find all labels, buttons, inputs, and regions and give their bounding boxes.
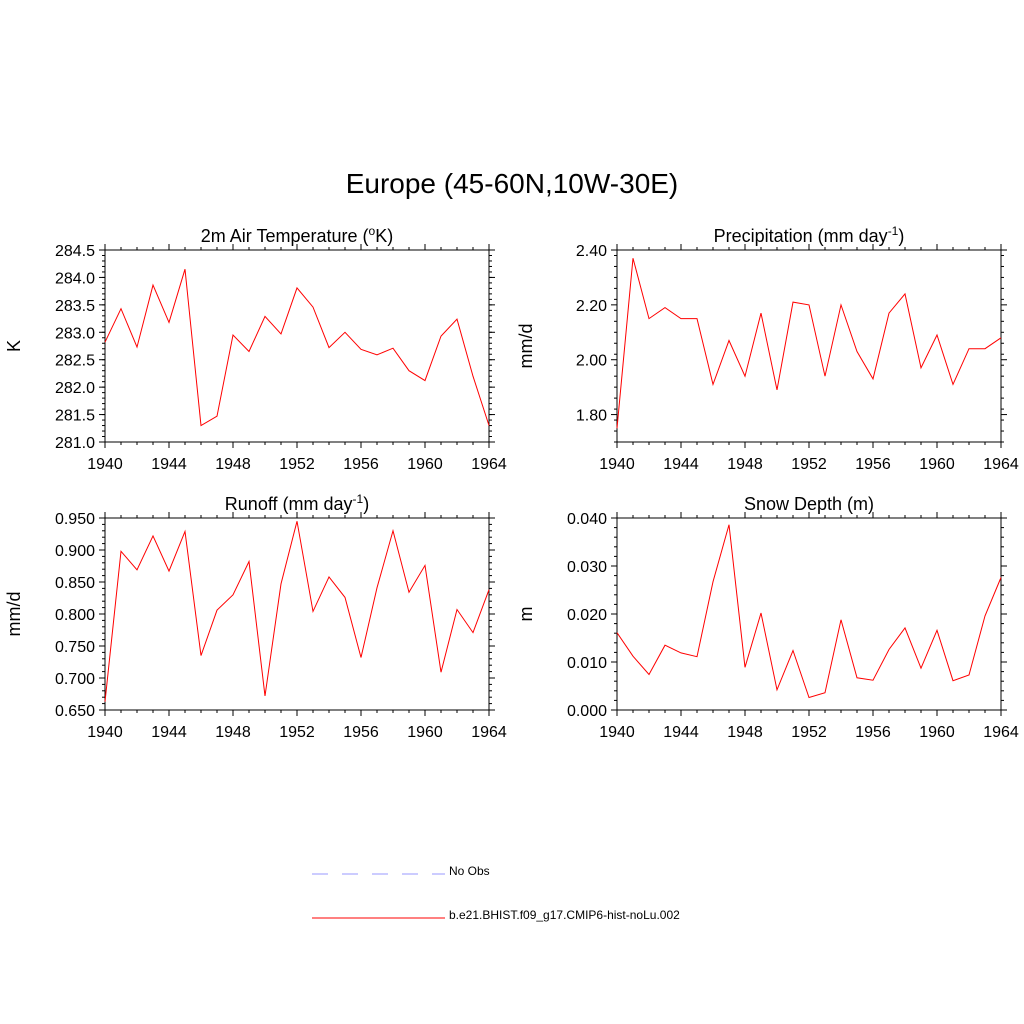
temperature-xtick-label: 1956 <box>343 456 379 473</box>
snow-depth-xtick-label: 1940 <box>599 724 635 741</box>
temperature-title: 2m Air Temperature (oK) <box>201 224 393 246</box>
runoff-title: Runoff (mm day-1) <box>225 492 369 514</box>
temperature-xtick-label: 1944 <box>151 456 187 473</box>
snow-depth-xtick-label: 1948 <box>727 724 763 741</box>
temperature-ytick-label: 283.5 <box>55 298 95 315</box>
temperature-xtick-label: 1960 <box>407 456 443 473</box>
legend-label-model: b.e21.BHIST.f09_g17.CMIP6-hist-noLu.002 <box>449 908 680 922</box>
runoff-ytick-label: 0.850 <box>55 575 95 592</box>
temperature-plot-frame <box>104 249 490 443</box>
snow-depth-xtick-label: 1956 <box>855 724 891 741</box>
temperature-ytick-label: 284.5 <box>55 243 95 260</box>
runoff-xtick-label: 1940 <box>87 724 123 741</box>
runoff-ytick-label: 0.750 <box>55 639 95 656</box>
temperature-ytick-label: 281.5 <box>55 408 95 425</box>
temperature-xtick-label: 1948 <box>215 456 251 473</box>
precipitation-xtick-label: 1960 <box>919 456 955 473</box>
precipitation-title: Precipitation (mm day-1) <box>714 224 905 246</box>
precipitation-ytick-label: 2.00 <box>576 353 607 370</box>
snow-depth-panel: Snow Depth (m) m 1940 1944 1948 1952 1956 1960 1… <box>516 494 1019 741</box>
snow-depth-ytick-label: 0.040 <box>567 511 607 528</box>
runoff-xtick-label: 1956 <box>343 724 379 741</box>
runoff-xtick-label: 1964 <box>471 724 507 741</box>
snow-depth-xtick-label: 1952 <box>791 724 827 741</box>
precipitation-panel: Precipitation (mm day-1) mm/d 1940 1944 1948… <box>516 224 1019 473</box>
snow-depth-ytick-label: 0.010 <box>567 655 607 672</box>
precipitation-ytick-label: 2.20 <box>576 298 607 315</box>
runoff-xtick-label: 1960 <box>407 724 443 741</box>
temperature-panel: 2m Air Temperature (oK) K 1940 1944 1948 1952… <box>4 224 507 473</box>
snow-depth-ytick-label: 0.030 <box>567 559 607 576</box>
temperature-series-line <box>104 269 490 427</box>
snow-depth-xtick-label: 1944 <box>663 724 699 741</box>
solid-line-swatch <box>312 917 445 919</box>
dashed-line-swatch <box>312 873 445 875</box>
runoff-ytick-label: 0.950 <box>55 511 95 528</box>
snow-depth-plot-frame <box>616 517 1002 711</box>
runoff-ylabel: mm/d <box>4 592 24 637</box>
temperature-xtick-label: 1964 <box>471 456 507 473</box>
precipitation-ylabel: mm/d <box>516 324 536 369</box>
precipitation-xtick-label: 1940 <box>599 456 635 473</box>
runoff-ytick-label: 0.650 <box>55 703 95 720</box>
precipitation-xtick-label: 1952 <box>791 456 827 473</box>
temperature-ytick-label: 284.0 <box>55 270 95 287</box>
snow-depth-xtick-label: 1964 <box>983 724 1019 741</box>
temperature-ytick-label: 282.5 <box>55 353 95 370</box>
snow-depth-ytick-label: 0.000 <box>567 703 607 720</box>
precipitation-xtick-label: 1964 <box>983 456 1019 473</box>
temperature-xtick-label: 1940 <box>87 456 123 473</box>
page-title: Europe (45-60N,10W-30E) <box>345 168 679 199</box>
precipitation-xtick-label: 1956 <box>855 456 891 473</box>
snow-depth-series-line <box>616 524 1002 699</box>
runoff-series-line <box>104 521 490 702</box>
precipitation-ytick-label: 2.40 <box>576 243 607 260</box>
precipitation-xtick-label: 1948 <box>727 456 763 473</box>
runoff-panel: Runoff (mm day-1) mm/d 1940 1944 1948 1952 195… <box>4 492 507 741</box>
temperature-ytick-label: 281.0 <box>55 435 95 452</box>
temperature-ytick-label: 283.0 <box>55 325 95 342</box>
precipitation-ytick-label: 1.80 <box>576 408 607 425</box>
temperature-ytick-label: 282.0 <box>55 380 95 397</box>
precipitation-series-line <box>616 258 1002 429</box>
runoff-ytick-label: 0.800 <box>55 607 95 624</box>
runoff-plot-frame <box>104 517 490 711</box>
temperature-ylabel: K <box>4 340 24 352</box>
legend-label-no-obs: No Obs <box>449 864 490 878</box>
runoff-xtick-label: 1948 <box>215 724 251 741</box>
snow-depth-ylabel: m <box>516 607 536 622</box>
snow-depth-ytick-label: 0.020 <box>567 607 607 624</box>
precipitation-xtick-label: 1944 <box>663 456 699 473</box>
temperature-xtick-label: 1952 <box>279 456 315 473</box>
precipitation-plot-frame <box>616 249 1002 443</box>
runoff-xtick-label: 1952 <box>279 724 315 741</box>
snow-depth-title: Snow Depth (m) <box>744 494 874 514</box>
runoff-ytick-label: 0.700 <box>55 671 95 688</box>
runoff-ytick-label: 0.900 <box>55 543 95 560</box>
snow-depth-xtick-label: 1960 <box>919 724 955 741</box>
runoff-xtick-label: 1944 <box>151 724 187 741</box>
